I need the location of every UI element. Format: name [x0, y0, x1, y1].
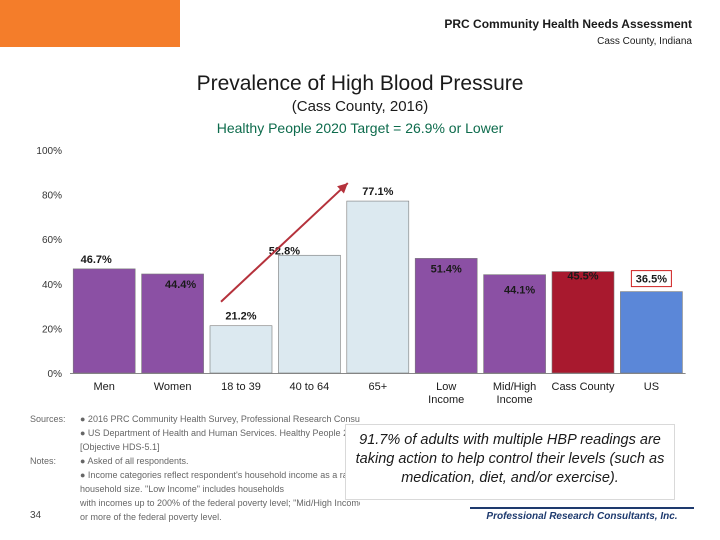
- bar-chart: 0% 20% 40% 60% 80% 100% 46.7% 44.4% 21.2% 52.8% 77…: [36, 146, 686, 406]
- bar: [278, 254, 341, 374]
- company-logo: Professional Research Consultants, Inc.: [470, 507, 694, 525]
- data-label: 21.2%: [225, 311, 256, 323]
- logo-text: Professional Research Consultants, Inc.: [486, 511, 678, 522]
- x-tick-label: 40 to 64: [290, 381, 330, 393]
- data-label: 44.1%: [504, 285, 535, 297]
- sources-label: Sources:: [30, 414, 66, 424]
- highlight-box: [630, 270, 672, 288]
- y-tick-label: 40%: [42, 280, 62, 291]
- data-label: 51.4%: [431, 263, 462, 275]
- x-tick-label: Women: [154, 381, 192, 393]
- chart-subtitle: (Cass County, 2016): [291, 98, 429, 115]
- x-tick-label: Income: [428, 394, 464, 406]
- y-tick-label: 60%: [42, 235, 62, 246]
- chart-title: Prevalence of High Blood Pressure: [196, 72, 524, 95]
- target-note: Healthy People 2020 Target = 26.9% or Lo…: [216, 120, 504, 136]
- data-label: 36.5%: [636, 274, 667, 286]
- sources-line-1: ● 2016 PRC Community Health Survey, Prof…: [80, 414, 360, 424]
- data-label: 52.8%: [269, 245, 300, 257]
- report-location: Cass County, Indiana: [597, 36, 692, 47]
- x-tick-label: 18 to 39: [221, 381, 261, 393]
- notes-line-2: ● Income categories reflect respondent's…: [80, 470, 360, 480]
- bar: [551, 271, 615, 374]
- data-label: 77.1%: [362, 186, 393, 198]
- trend-arrow-head: [337, 183, 348, 194]
- callout-box: 91.7% of adults with multiple HBP readin…: [345, 424, 675, 500]
- data-label: 44.4%: [165, 279, 196, 291]
- y-tick-label: 80%: [42, 191, 62, 202]
- bar: [141, 273, 204, 374]
- x-tick-label: Low: [436, 381, 456, 393]
- sources-line-3: [Objective HDS-5.1]: [80, 442, 160, 452]
- trend-arrow-line: [220, 182, 349, 303]
- bar: [620, 291, 683, 374]
- notes-line-4: with incomes up to 200% of the federal p…: [80, 498, 360, 508]
- notes-line-3: household size. "Low Income" includes ho…: [80, 484, 285, 494]
- y-tick-label: 0%: [48, 369, 63, 380]
- notes-line-5: or more of the federal poverty level.: [80, 512, 222, 522]
- callout-text: 91.7% of adults with multiple HBP readin…: [355, 432, 665, 486]
- x-tick-label: US: [644, 381, 659, 393]
- notes-label: Notes:: [30, 456, 57, 466]
- y-tick-label: 100%: [36, 146, 62, 157]
- data-label: 45.5%: [567, 271, 598, 283]
- sources-line-2: ● US Department of Health and Human Serv…: [80, 428, 360, 438]
- x-tick-label: Mid/High: [493, 381, 536, 393]
- page-number: 34: [30, 510, 42, 521]
- bar: [209, 325, 273, 374]
- x-tick-label: 65+: [368, 381, 387, 393]
- notes-line-1: ● Asked of all respondents.: [80, 456, 189, 466]
- x-tick-label: Cass County: [552, 381, 615, 393]
- header-accent-block: [0, 0, 180, 47]
- logo-band: [470, 507, 694, 509]
- source-notes: Sources: ● 2016 PRC Community Health Surv…: [30, 412, 360, 524]
- y-tick-label: 20%: [42, 324, 62, 335]
- bar: [72, 268, 136, 374]
- bar: [483, 274, 546, 374]
- x-tick-label: Income: [497, 394, 533, 406]
- data-label: 46.7%: [81, 254, 112, 266]
- bar: [346, 200, 410, 374]
- report-title: PRC Community Health Needs Assessment: [444, 17, 692, 31]
- x-tick-label: Men: [93, 381, 114, 393]
- bar: [414, 258, 478, 374]
